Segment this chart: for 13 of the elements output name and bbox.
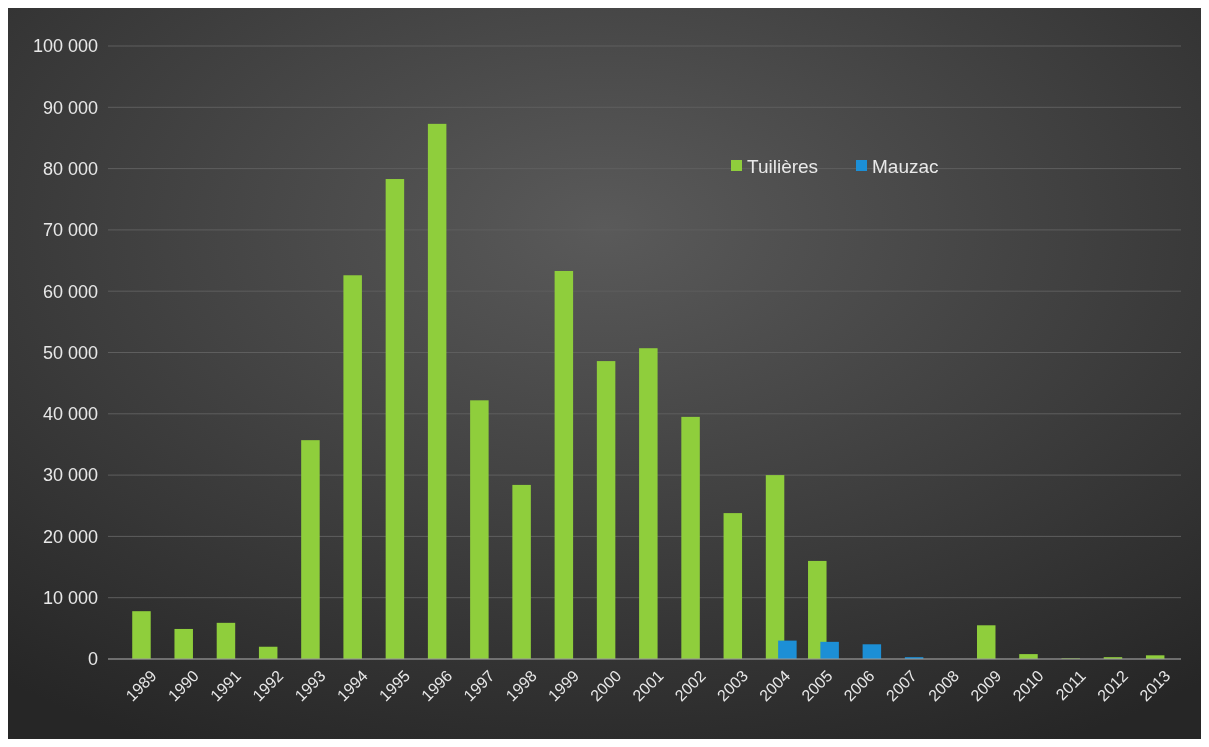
- legend-label: Tuilières: [747, 155, 819, 177]
- y-tick-label: 0: [87, 649, 98, 670]
- y-tick-label: 80 000: [42, 158, 98, 179]
- y-tick-label: 90 000: [42, 97, 98, 118]
- y-tick-label: 40 000: [42, 404, 98, 425]
- y-tick-label: 30 000: [42, 465, 98, 486]
- y-tick-label: 100 000: [32, 36, 98, 57]
- y-tick-label: 70 000: [42, 220, 98, 241]
- y-tick-label: 50 000: [42, 342, 98, 363]
- y-tick-label: 20 000: [42, 526, 98, 547]
- legend-label: Mauzac: [872, 155, 939, 177]
- y-tick-label: 60 000: [42, 281, 98, 302]
- y-tick-label: 10 000: [42, 588, 98, 608]
